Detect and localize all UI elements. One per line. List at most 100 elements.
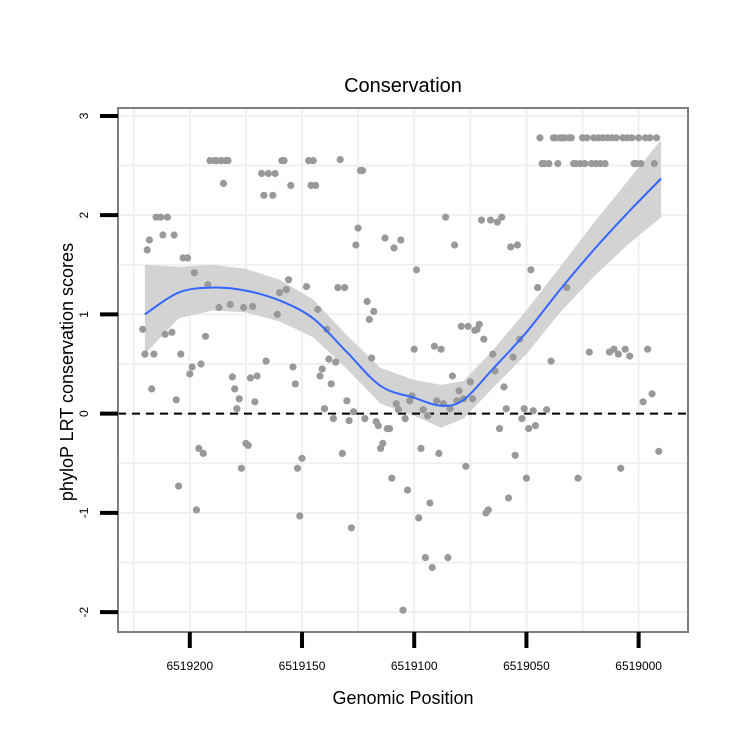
data-point — [500, 383, 508, 391]
data-point — [403, 486, 412, 494]
data-point — [197, 360, 205, 368]
data-point — [464, 322, 472, 330]
data-point — [262, 357, 270, 365]
data-point — [329, 415, 337, 423]
y-tick-label: 3 — [77, 112, 91, 119]
data-point — [338, 449, 346, 457]
data-point — [585, 348, 593, 356]
y-tick-label: 2 — [77, 212, 91, 219]
data-point — [489, 350, 497, 358]
data-point — [150, 350, 158, 358]
data-point — [435, 449, 443, 457]
data-point — [448, 372, 456, 380]
data-point — [428, 563, 436, 572]
data-point — [347, 524, 355, 532]
data-point — [392, 400, 400, 408]
data-point — [350, 408, 358, 416]
data-point — [285, 276, 293, 284]
data-point — [522, 474, 531, 482]
data-point — [246, 374, 254, 382]
data-point — [444, 554, 452, 562]
data-point — [361, 415, 369, 423]
data-point — [390, 244, 398, 252]
data-point — [323, 325, 331, 333]
data-point — [316, 372, 324, 380]
data-point — [280, 157, 288, 165]
data-point — [466, 378, 474, 386]
data-point — [381, 234, 389, 242]
data-point — [199, 449, 207, 457]
data-point — [170, 231, 178, 239]
data-point — [368, 354, 376, 362]
y-tick-label: -1 — [77, 507, 91, 518]
data-point — [554, 160, 562, 168]
data-point — [644, 345, 652, 353]
data-point — [612, 134, 620, 142]
data-point — [477, 216, 486, 224]
data-point — [415, 514, 423, 522]
data-point — [293, 464, 302, 472]
data-point — [493, 218, 501, 226]
data-point — [469, 395, 477, 403]
data-point — [527, 266, 535, 274]
data-point — [271, 169, 279, 178]
data-point — [168, 328, 176, 336]
data-point — [529, 407, 537, 415]
data-point — [635, 134, 643, 142]
data-point — [419, 406, 427, 414]
data-point — [219, 179, 228, 187]
data-point — [574, 474, 582, 482]
data-point — [614, 350, 623, 358]
x-tick-label: 6519150 — [279, 659, 326, 673]
data-point — [520, 405, 528, 413]
data-point — [291, 380, 299, 388]
data-point — [354, 224, 362, 232]
data-point — [311, 181, 320, 189]
data-point — [192, 506, 201, 514]
data-point — [462, 462, 470, 470]
data-point — [639, 398, 647, 406]
data-point — [332, 358, 340, 366]
data-point — [233, 405, 241, 413]
data-point — [412, 266, 421, 274]
data-point — [244, 441, 252, 449]
data-point — [159, 231, 167, 239]
chart-title: Conservation — [344, 75, 462, 97]
smooth-line — [144, 177, 662, 407]
data-point — [475, 320, 483, 328]
data-point — [224, 157, 232, 165]
data-point — [341, 284, 349, 292]
data-point — [298, 454, 306, 462]
confidence-ribbon-group — [144, 139, 662, 428]
data-point — [184, 254, 192, 262]
data-point — [518, 415, 526, 423]
data-point — [336, 156, 344, 164]
data-point — [610, 345, 618, 353]
data-point — [545, 160, 553, 168]
data-point — [195, 444, 203, 452]
data-point — [327, 380, 335, 388]
data-point — [231, 385, 239, 393]
data-point — [509, 353, 517, 361]
data-point — [370, 307, 378, 315]
data-point — [269, 191, 277, 199]
data-point — [273, 310, 281, 318]
data-point — [626, 352, 634, 360]
data-point — [282, 286, 290, 294]
data-point — [314, 305, 322, 314]
data-point — [226, 300, 234, 309]
data-point — [531, 422, 540, 430]
data-point — [264, 169, 272, 178]
data-point — [650, 160, 658, 168]
data-point — [430, 342, 438, 350]
data-point — [421, 554, 429, 562]
data-point — [177, 350, 185, 358]
data-point — [480, 335, 488, 343]
data-point — [385, 425, 394, 433]
data-point — [504, 494, 513, 502]
x-tick-label: 6519100 — [391, 659, 438, 673]
data-point — [457, 322, 465, 330]
data-point — [302, 283, 311, 291]
data-point — [258, 169, 266, 178]
